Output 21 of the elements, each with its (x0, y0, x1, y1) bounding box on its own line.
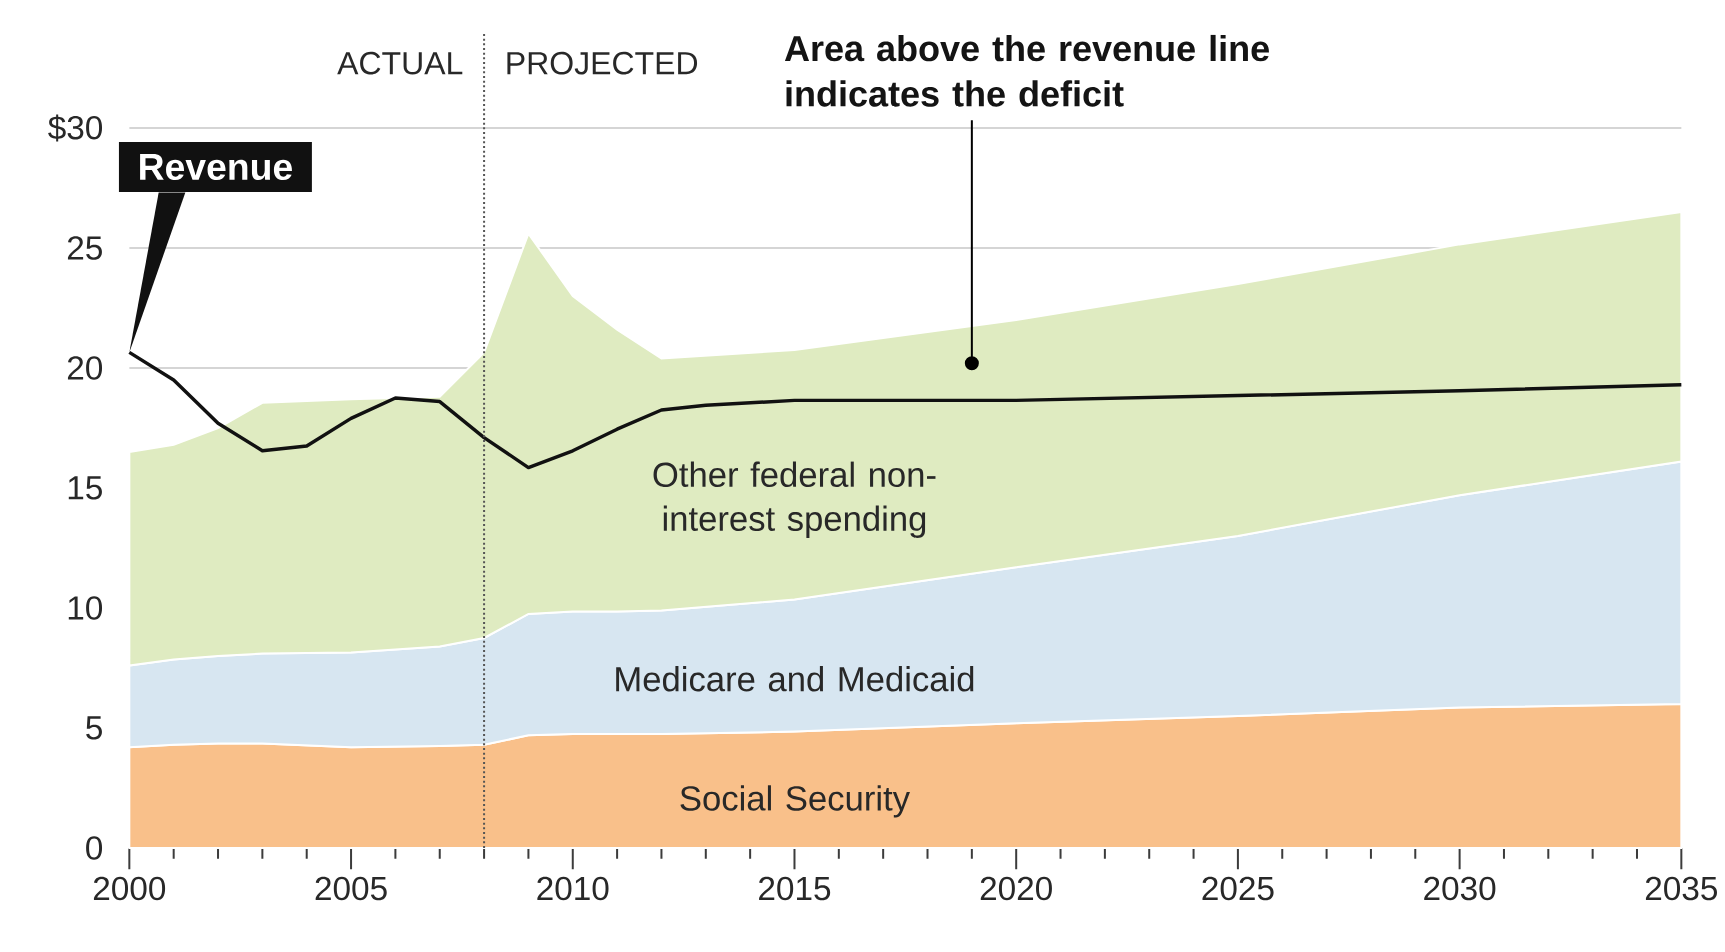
annotation: ACTUAL (337, 51, 463, 75)
y-tick-label: 15 (68, 476, 102, 500)
y-tick-label: 25 (67, 236, 102, 260)
x-tick-label: 2010 (537, 876, 609, 901)
y-tick-label: 20 (67, 356, 103, 380)
x-tick-label: 2020 (980, 876, 1052, 901)
text: Revenue (140, 154, 292, 181)
y-tick-label: 5 (86, 716, 102, 740)
x-tick-label: 2025 (1202, 876, 1274, 901)
y-tick-label: 10 (68, 596, 103, 620)
y-tick-label: 0 (86, 836, 103, 860)
x-tick-label: 2030 (1424, 876, 1496, 901)
annotation: PROJECTED (507, 51, 698, 75)
annotation: Area above the revenue line indicates the deficit (784, 34, 1269, 107)
x-tick-label: 2005 (315, 876, 387, 901)
y-tick-label: $30 (48, 114, 103, 142)
x-tick-label: 2015 (759, 876, 831, 901)
series-label: Medicare and Medicaid (616, 666, 974, 692)
x-tick-label: 2035 (1645, 876, 1717, 901)
series-label: Other federal non-interest spending (653, 461, 936, 538)
x-tick-label: 2000 (93, 876, 166, 901)
